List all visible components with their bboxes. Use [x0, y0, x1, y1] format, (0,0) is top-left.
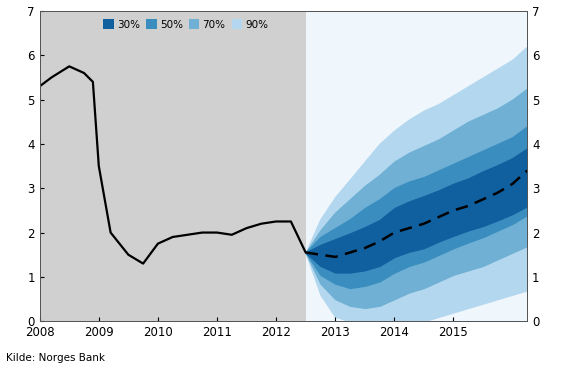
Legend: 30%, 50%, 70%, 90%: 30%, 50%, 70%, 90%	[103, 19, 268, 30]
Bar	[306, 11, 527, 321]
Text: Kilde: Norges Bank: Kilde: Norges Bank	[6, 353, 105, 363]
Bar	[40, 11, 306, 321]
